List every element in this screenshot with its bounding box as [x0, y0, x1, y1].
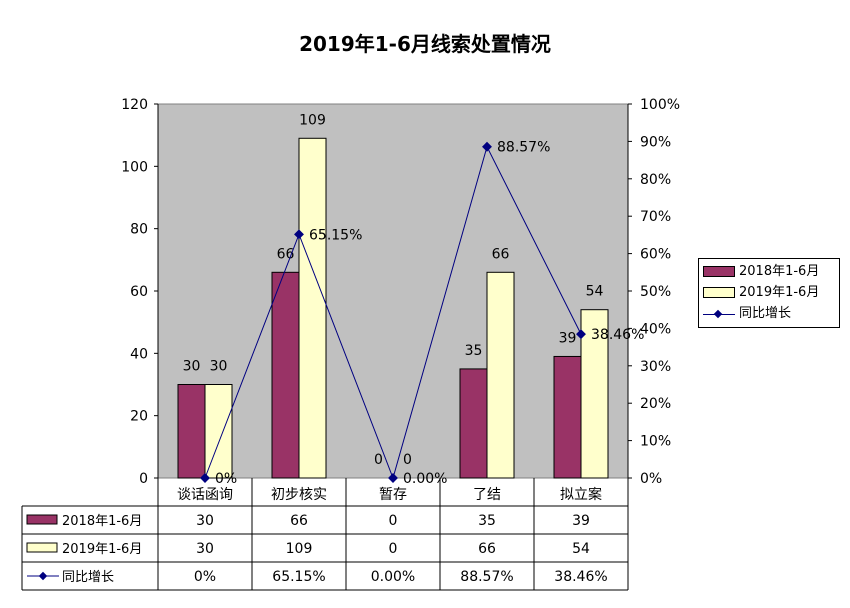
growth-marker — [294, 229, 304, 240]
table-row-label: 2019年1-6月 — [62, 542, 142, 557]
category-label: 了结 — [473, 487, 501, 503]
right-axis-tick-label: 70% — [640, 209, 671, 225]
right-axis-tick-label: 50% — [640, 284, 671, 300]
table-row-label: 同比增长 — [62, 570, 114, 585]
left-axis-tick-label: 20 — [130, 409, 148, 425]
bar-data-label: 35 — [465, 343, 483, 359]
legend-line-growth — [703, 309, 735, 319]
table-cell: 0% — [194, 569, 216, 585]
bar-2019 — [298, 137, 327, 479]
legend-item-2019: 2019年1-6月 — [703, 284, 819, 302]
table-legend-key — [26, 514, 58, 525]
right-axis-tick-label: 100% — [640, 97, 680, 113]
plot-area — [157, 103, 629, 479]
left-axis-tick-label: 80 — [130, 222, 148, 238]
table-legend-key — [26, 542, 58, 553]
category-label: 初步核实 — [271, 486, 327, 503]
bar-data-label: 109 — [299, 112, 326, 128]
table-cell: 39 — [572, 513, 590, 529]
table-row-label: 2018年1-6月 — [62, 514, 142, 529]
legend-label-2019: 2019年1-6月 — [739, 285, 820, 300]
growth-data-label: 0% — [215, 471, 237, 487]
table-cell: 65.15% — [272, 569, 325, 585]
bar-data-label: 30 — [183, 359, 201, 375]
bar-2019 — [580, 309, 609, 479]
right-axis-tick-label: 80% — [640, 172, 671, 188]
bar-2018 — [271, 271, 300, 479]
left-axis-tick-label: 120 — [121, 97, 148, 113]
category-label: 暂存 — [379, 487, 407, 503]
left-axis-tick-label: 0 — [139, 471, 148, 487]
table-cell: 38.46% — [554, 569, 607, 585]
right-axis-tick-label: 10% — [640, 434, 671, 450]
bar-data-label: 54 — [586, 284, 604, 300]
right-axis-tick-label: 90% — [640, 134, 671, 150]
legend-label-2018: 2018年1-6月 — [739, 264, 820, 279]
table-cell: 30 — [196, 513, 214, 529]
right-axis-tick-label: 30% — [640, 359, 671, 375]
left-axis-tick-label: 100 — [121, 159, 148, 175]
bar-2018 — [459, 368, 488, 479]
table-cell: 0 — [389, 513, 398, 529]
right-axis-tick-label: 20% — [640, 396, 671, 412]
bar-2018 — [553, 355, 582, 479]
legend-label-growth: 同比增长 — [739, 306, 792, 321]
bar-data-label: 0 — [403, 452, 412, 468]
legend-swatch-2019 — [703, 287, 735, 298]
growth-marker — [576, 329, 586, 340]
table-cell: 35 — [478, 513, 496, 529]
table-cell: 0 — [389, 541, 398, 557]
right-axis-tick-label: 0% — [640, 471, 662, 487]
table-legend-marker — [38, 571, 48, 581]
table-cell: 66 — [290, 513, 308, 529]
growth-marker — [482, 141, 492, 152]
left-axis-tick-label: 60 — [130, 284, 148, 300]
table-cell: 54 — [572, 541, 590, 557]
chart-title: 2019年1-6月线索处置情况 — [299, 32, 551, 56]
table-cell: 109 — [286, 541, 313, 557]
table-cell: 0.00% — [371, 569, 415, 585]
category-label: 拟立案 — [560, 486, 602, 503]
left-axis-tick-label: 40 — [130, 346, 148, 362]
bar-2019 — [204, 384, 233, 479]
growth-marker — [388, 473, 398, 483]
legend-item-growth: 同比增长 — [703, 305, 791, 323]
growth-data-label: 0.00% — [403, 471, 447, 487]
legend-swatch-2018 — [703, 266, 735, 277]
bar-data-label: 0 — [374, 452, 383, 468]
growth-data-label: 65.15% — [309, 227, 362, 243]
bar-data-label: 30 — [210, 359, 228, 375]
legend-item-2018: 2018年1-6月 — [703, 263, 819, 281]
table-cell: 66 — [478, 541, 496, 557]
bar-2019 — [486, 271, 515, 479]
right-axis-tick-label: 40% — [640, 321, 671, 337]
right-axis-tick-label: 60% — [640, 247, 671, 263]
table-cell: 88.57% — [460, 569, 513, 585]
growth-data-label: 88.57% — [497, 140, 550, 156]
growth-data-label: 38.46% — [591, 327, 644, 343]
table-cell: 30 — [196, 541, 214, 557]
category-label: 谈话函询 — [177, 487, 233, 503]
bar-data-label: 66 — [492, 246, 510, 262]
legend: 2018年1-6月 2019年1-6月 同比增长 — [698, 258, 840, 328]
bar-data-label: 39 — [559, 330, 577, 346]
growth-marker — [200, 473, 210, 483]
bar-2018 — [177, 384, 206, 479]
